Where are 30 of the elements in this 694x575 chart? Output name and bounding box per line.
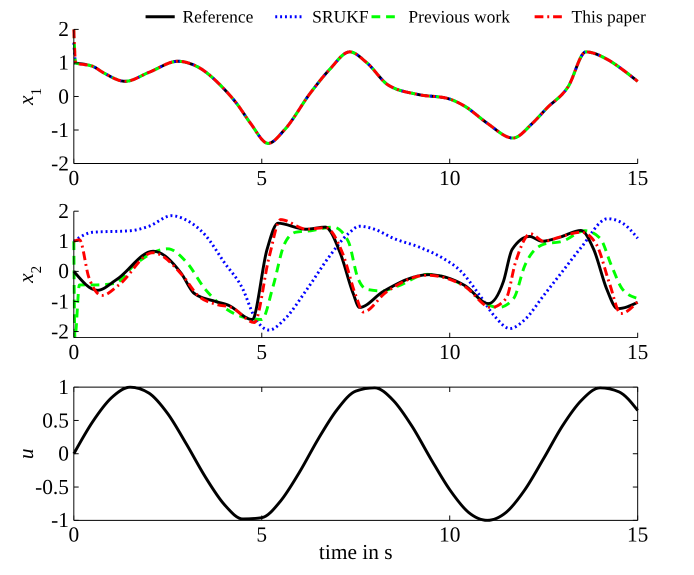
x-tick-label: 5 — [256, 166, 268, 190]
y-tick-label: -2 — [51, 151, 69, 176]
y-tick-label: 0.5 — [42, 408, 69, 432]
y-tick-label: 2 — [58, 17, 69, 42]
y-tick-label: -1 — [51, 118, 69, 142]
y-axis-title: u — [14, 448, 38, 460]
y-tick-label: 0 — [58, 259, 69, 284]
y-tick-label: -1 — [51, 289, 69, 314]
y-tick-label: -1 — [51, 508, 69, 532]
x-axis-title: time in s — [318, 540, 393, 564]
legend-label: Reference — [182, 6, 254, 27]
y-tick-label: 0 — [58, 84, 69, 108]
x-tick-label: 10 — [439, 340, 460, 364]
y-tick-label: 1 — [58, 229, 69, 254]
y-tick-label: -0.5 — [35, 474, 69, 499]
x-tick-label: 15 — [626, 522, 648, 547]
x-tick-label: 15 — [626, 166, 648, 190]
x-tick-label: 5 — [256, 340, 268, 364]
x-tick-label: 10 — [439, 522, 460, 547]
x-tick-label: 15 — [626, 340, 648, 364]
y-tick-label: 1 — [58, 374, 69, 399]
legend-label: Previous work — [408, 6, 510, 27]
legend-label: SRUKF — [312, 6, 369, 27]
y-tick-label: 2 — [58, 198, 69, 223]
x-tick-label: 10 — [439, 166, 460, 190]
y-tick-label: 0 — [58, 442, 69, 466]
legend-label: This paper — [572, 6, 646, 27]
y-tick-label: -2 — [51, 319, 69, 344]
x-tick-label: 5 — [256, 522, 268, 547]
y-tick-label: 1 — [58, 50, 69, 75]
